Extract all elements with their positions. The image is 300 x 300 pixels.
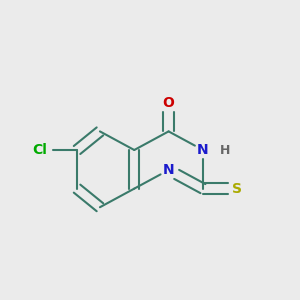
Text: H: H <box>220 143 230 157</box>
Text: N: N <box>163 163 174 177</box>
Text: S: S <box>232 182 242 196</box>
Text: Cl: Cl <box>32 143 47 157</box>
Text: O: O <box>163 96 175 110</box>
Text: N: N <box>197 143 209 157</box>
